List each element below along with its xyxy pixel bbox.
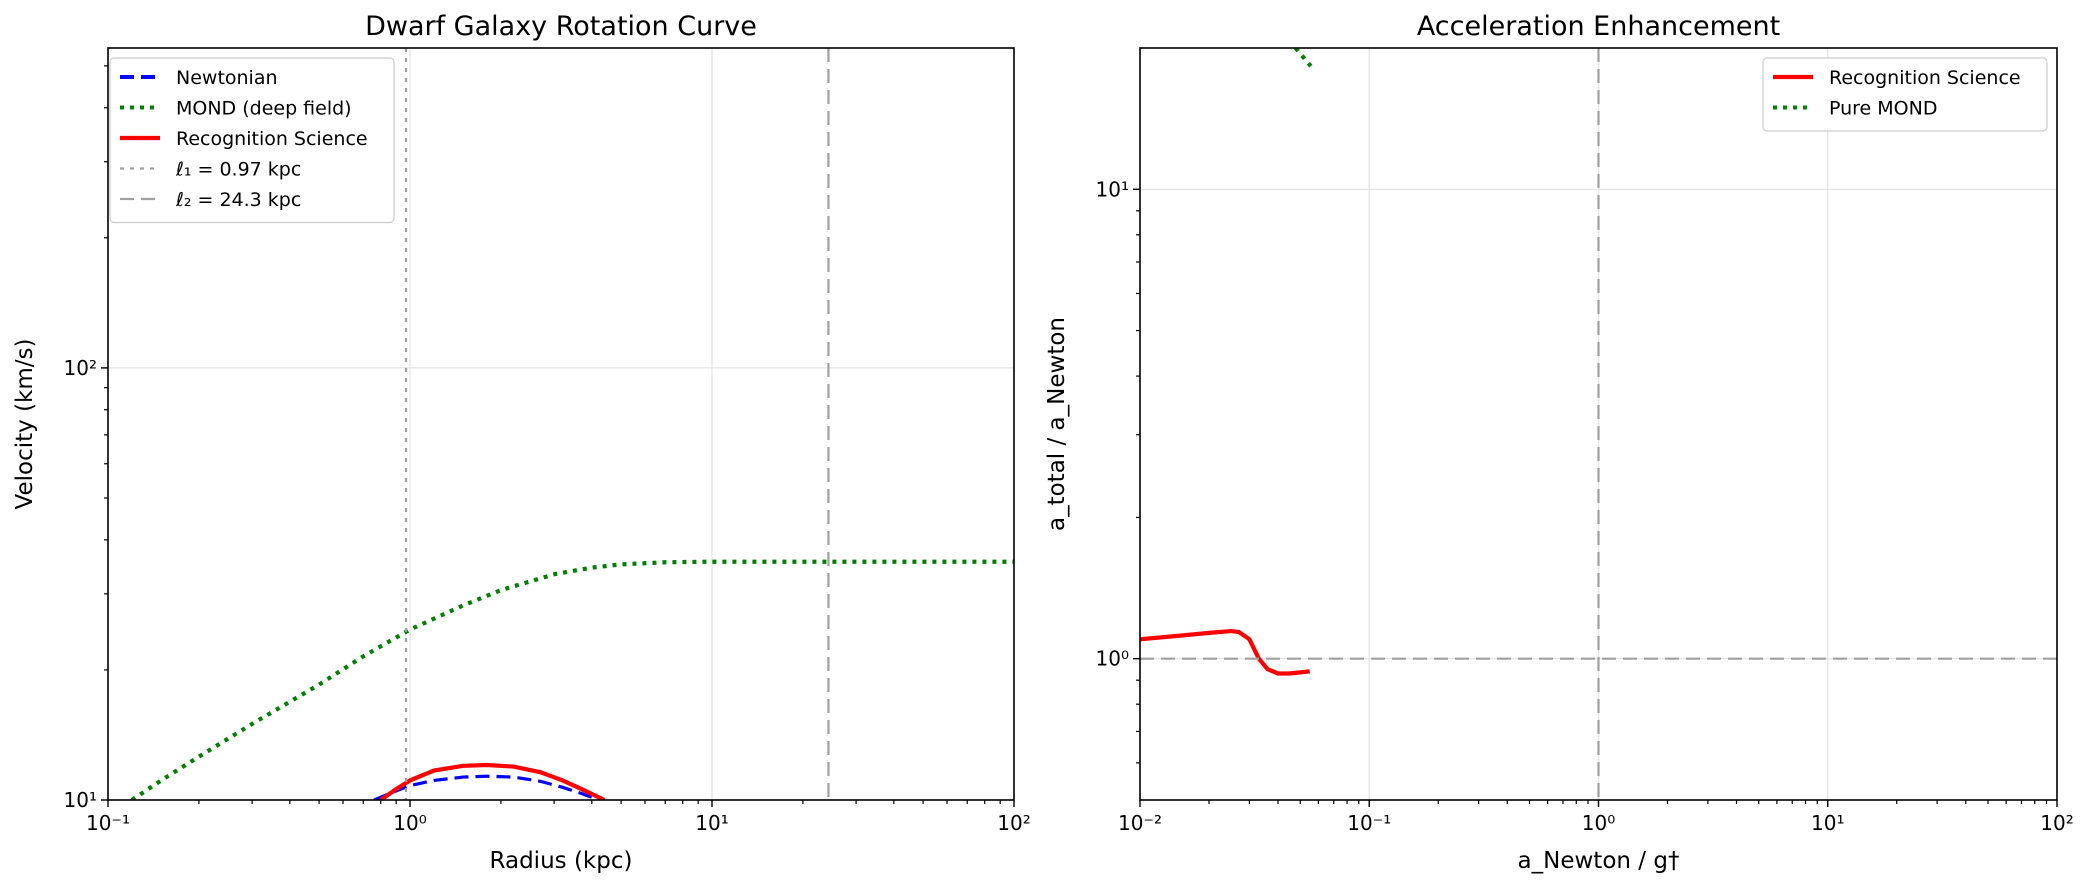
series-line-newtonian: [373, 774, 602, 800]
x-tick-label: 10²: [2040, 811, 2073, 835]
y-tick-label: 10¹: [64, 788, 97, 812]
legend-label: Pure MOND: [1829, 98, 1937, 120]
x-axis-label: Radius (kpc): [490, 848, 633, 874]
x-tick-label: 10⁰: [393, 811, 426, 835]
legend-label: MOND (deep field): [176, 98, 352, 120]
legend-label: Recognition Science: [1829, 67, 2021, 89]
series-line-mond-deep-field: [130, 559, 1014, 800]
legend: Newtonian MOND (deep field) Recognition Sc…: [109, 57, 395, 224]
plot-area: [1140, 48, 2057, 800]
series-line-recognition-science: [1140, 628, 1310, 676]
grid: [108, 48, 1014, 800]
y-tick-label: 10²: [64, 356, 97, 380]
legend-label: ℓ₁ = 0.97 kpc: [175, 159, 301, 181]
series-line-recognition-science: [379, 762, 606, 800]
y-axis-label: Velocity (km/s): [12, 339, 38, 510]
legend-box: [109, 57, 395, 224]
legend-box: [1762, 57, 2048, 132]
x-tick-label: 10¹: [1811, 811, 1844, 835]
plot-area: [130, 48, 1014, 800]
axes-frame: [107, 47, 1015, 801]
chart-title: Acceleration Enhancement: [1417, 11, 1780, 42]
acceleration-enhancement-panel: 10⁻² 10⁻¹ 10⁰ 10¹ 10² 10⁰ 10¹ Acceleration Enha…: [1044, 11, 2074, 874]
series-line-pure-mond: [1293, 48, 1313, 68]
x-tick-label: 10²: [997, 811, 1030, 835]
x-tick-label: 10⁻¹: [86, 811, 130, 835]
chart-title: Dwarf Galaxy Rotation Curve: [365, 11, 757, 42]
x-tick-label: 10⁰: [1582, 811, 1615, 835]
x-tick-label: 10⁻²: [1118, 811, 1162, 835]
legend-label: Newtonian: [176, 67, 278, 89]
legend-label: ℓ₂ = 24.3 kpc: [175, 189, 301, 211]
y-tick-label: 10¹: [1096, 177, 1129, 201]
legend-label: Recognition Science: [176, 128, 368, 150]
y-axis-label: a_total / a_Newton: [1044, 317, 1070, 531]
x-tick-label: 10¹: [695, 811, 728, 835]
rotation-curve-panel: 10⁻¹ 10⁰ 10¹ 10² 10¹ 10² Dwarf Galaxy Rotation…: [12, 11, 1031, 874]
x-axis-label: a_Newton / g†: [1518, 848, 1680, 874]
legend: Recognition Science Pure MOND: [1762, 57, 2048, 132]
y-tick-label: 10⁰: [1096, 647, 1129, 671]
x-tick-label: 10⁻¹: [1347, 811, 1391, 835]
